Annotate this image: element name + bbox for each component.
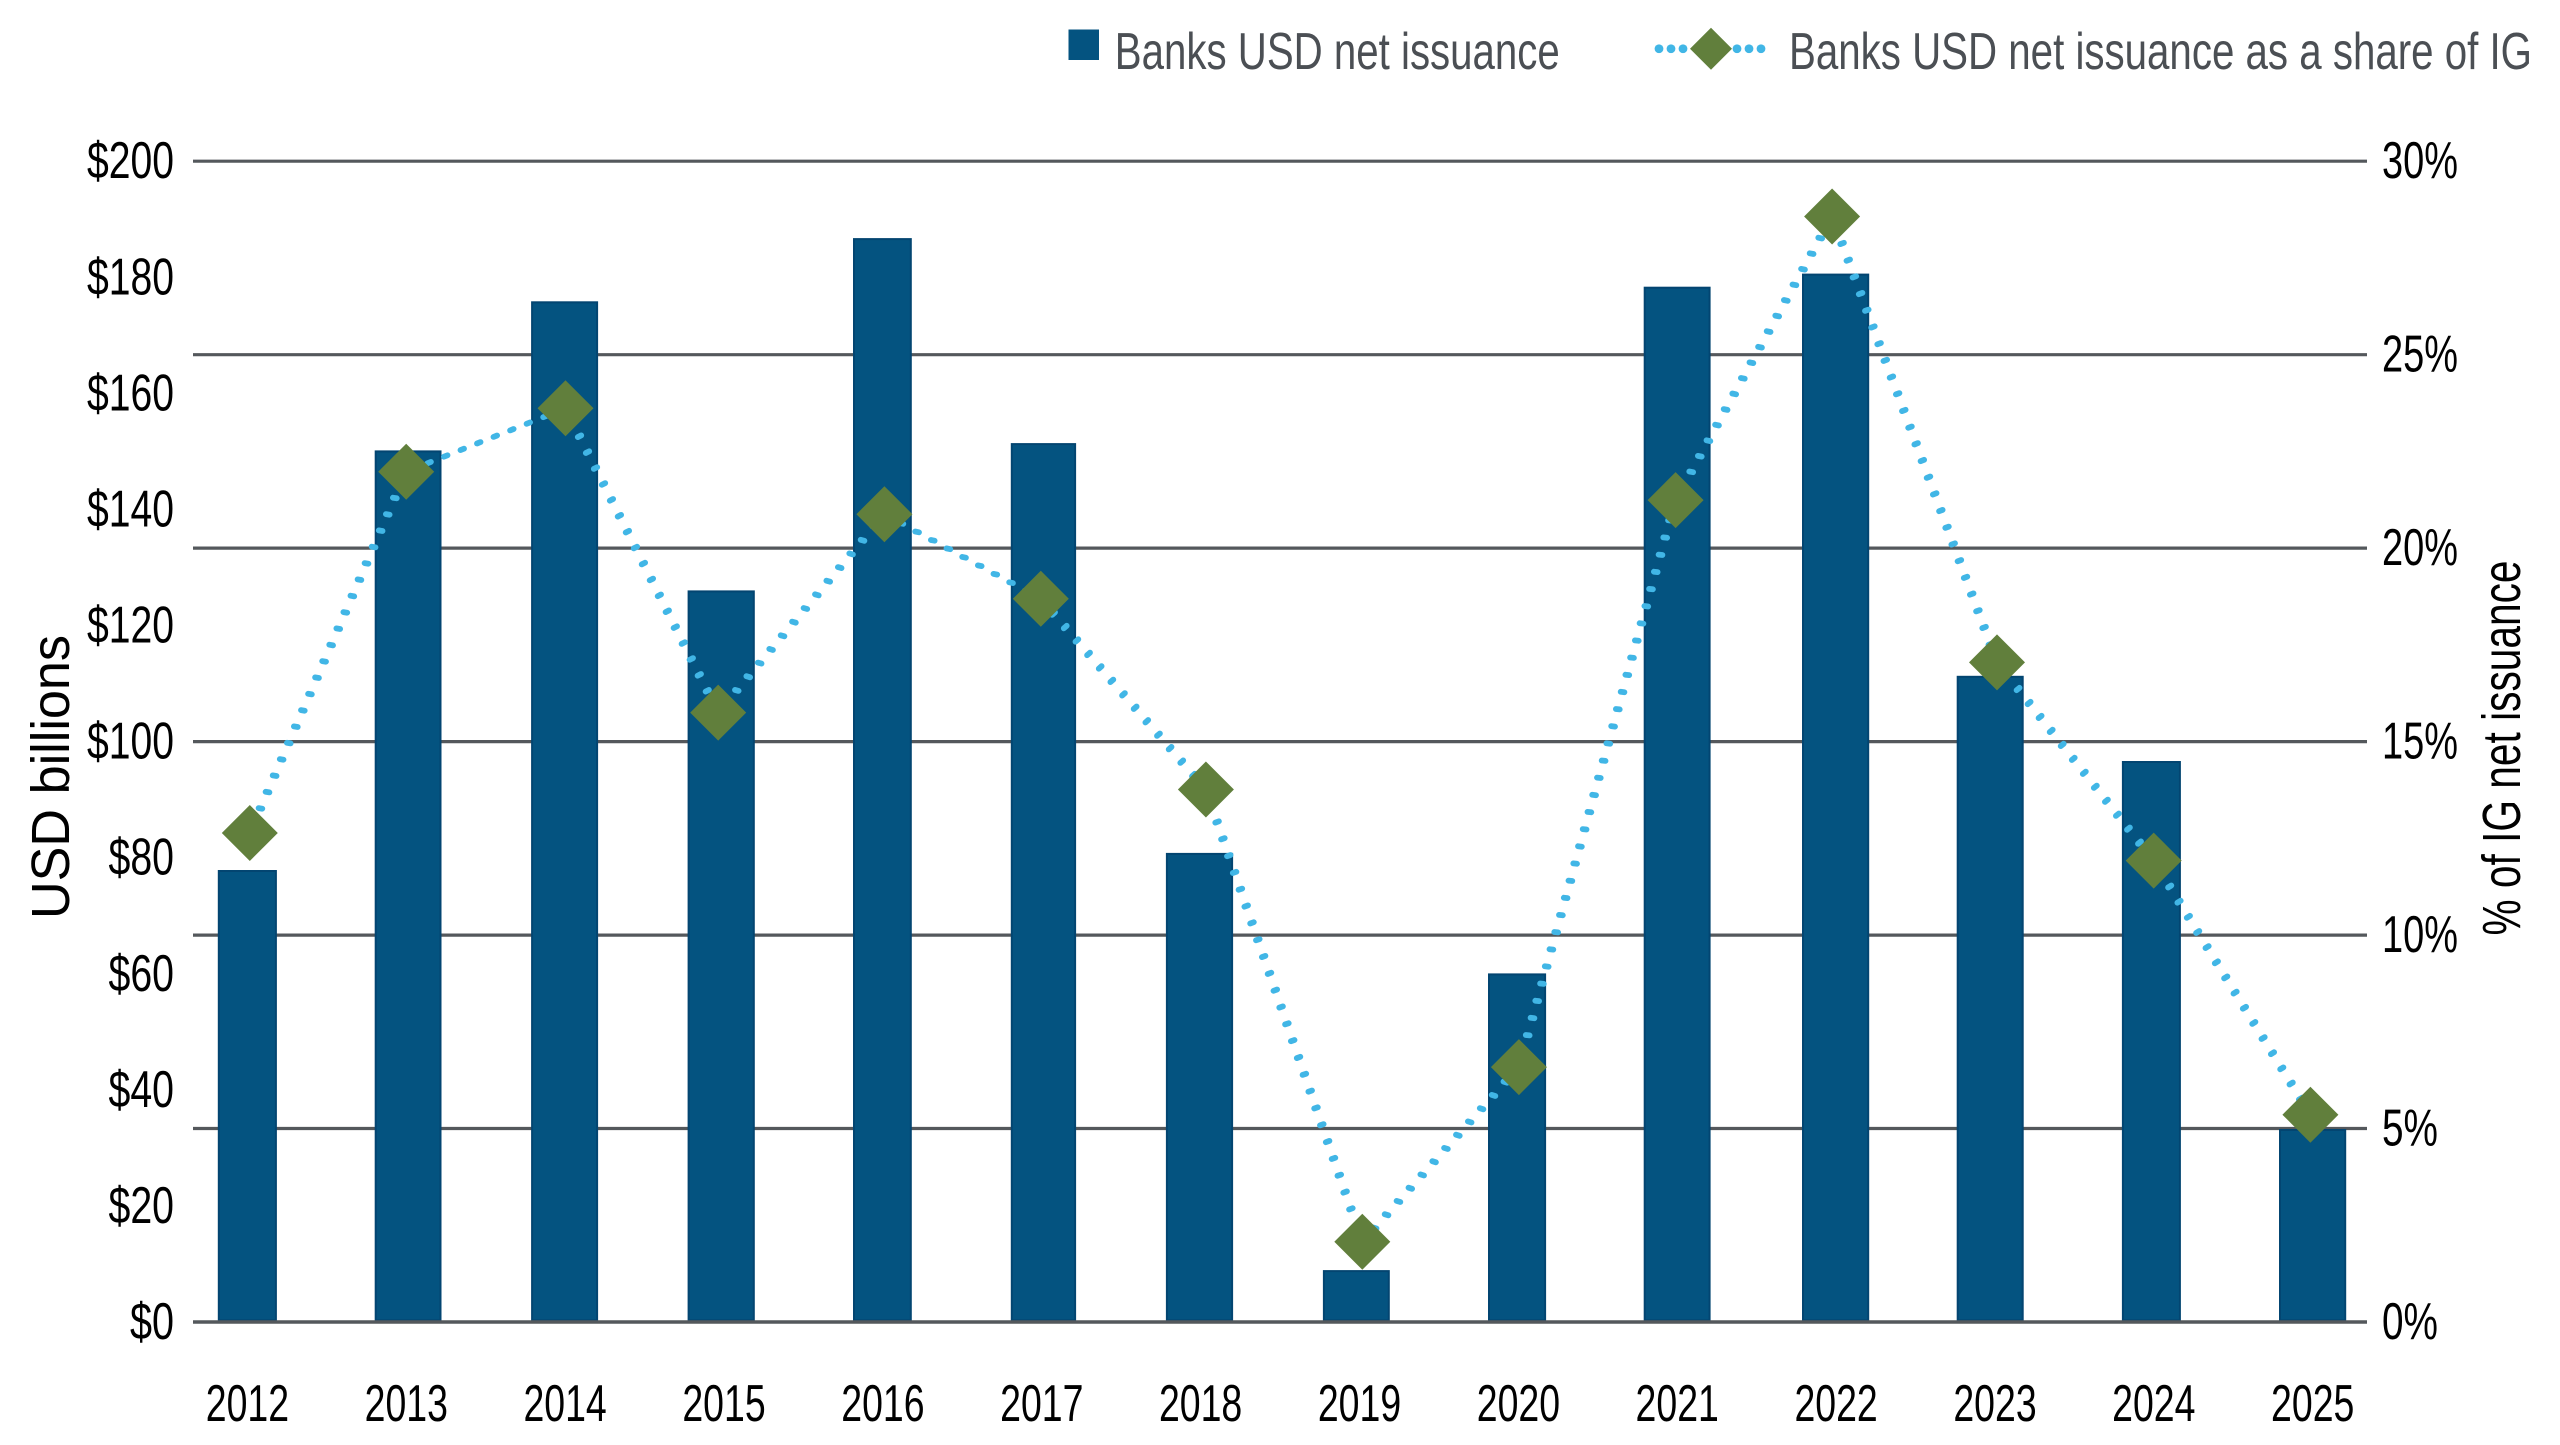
- svg-text:2022: 2022: [1794, 1375, 1877, 1433]
- svg-text:$200: $200: [87, 132, 174, 190]
- svg-text:% of IG net issuance: % of IG net issuance: [2472, 561, 2532, 936]
- svg-text:$180: $180: [87, 248, 174, 306]
- svg-text:15%: 15%: [2382, 713, 2458, 771]
- svg-text:$40: $40: [109, 1061, 175, 1119]
- svg-text:2024: 2024: [2112, 1375, 2195, 1433]
- svg-text:2017: 2017: [1000, 1375, 1083, 1433]
- svg-text:2012: 2012: [206, 1375, 289, 1433]
- svg-text:$160: $160: [87, 364, 174, 422]
- svg-text:$0: $0: [130, 1293, 174, 1351]
- svg-text:$20: $20: [109, 1177, 175, 1235]
- svg-text:2013: 2013: [365, 1375, 448, 1433]
- svg-text:$100: $100: [87, 713, 174, 771]
- svg-text:10%: 10%: [2382, 906, 2458, 964]
- svg-text:2023: 2023: [1953, 1375, 2036, 1433]
- svg-text:25%: 25%: [2382, 326, 2458, 384]
- svg-text:$120: $120: [87, 597, 174, 655]
- svg-text:2020: 2020: [1477, 1375, 1560, 1433]
- svg-text:0%: 0%: [2382, 1293, 2438, 1351]
- svg-text:$80: $80: [109, 829, 175, 887]
- svg-text:2018: 2018: [1159, 1375, 1242, 1433]
- svg-text:$60: $60: [109, 945, 175, 1003]
- svg-text:2021: 2021: [1636, 1375, 1719, 1433]
- svg-text:USD billions: USD billions: [21, 635, 81, 919]
- svg-text:2015: 2015: [682, 1375, 765, 1433]
- svg-text:$140: $140: [87, 480, 174, 538]
- svg-text:2025: 2025: [2271, 1375, 2354, 1433]
- svg-text:20%: 20%: [2382, 519, 2458, 577]
- svg-text:Banks USD net issuance: Banks USD net issuance: [1115, 23, 1560, 81]
- svg-text:Banks USD net issuance as a sh: Banks USD net issuance as a share of IG: [1789, 23, 2532, 81]
- svg-text:2019: 2019: [1318, 1375, 1401, 1433]
- svg-text:5%: 5%: [2382, 1100, 2438, 1158]
- svg-text:2016: 2016: [841, 1375, 924, 1433]
- svg-text:30%: 30%: [2382, 132, 2458, 190]
- svg-text:2014: 2014: [523, 1375, 606, 1433]
